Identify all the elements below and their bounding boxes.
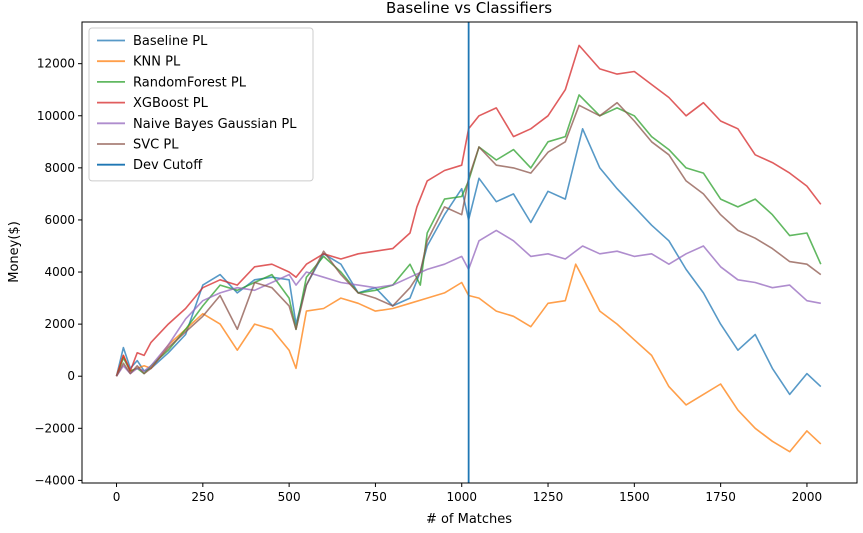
legend-box	[88, 27, 314, 182]
series-line-baseline-pl	[115, 128, 822, 396]
y-axis-title: Money($)	[7, 221, 22, 283]
series-line-xgboost-pl	[115, 44, 822, 377]
y-tick-label: 8000	[44, 161, 75, 175]
chart-title: Baseline vs Classifiers	[386, 0, 552, 17]
y-tick-label: −4000	[34, 473, 75, 487]
legend-label-dev-cutoff: Dev Cutoff	[133, 158, 203, 173]
y-tick-label: 0	[67, 369, 75, 383]
plot-frame	[81, 21, 858, 484]
y-axis-ticks: −4000 −2000 0 2000 4000 6000 8000 10000 12000	[34, 57, 82, 487]
y-tick-label: 12000	[37, 57, 75, 71]
x-tick-label: 1750	[705, 490, 736, 504]
legend-label-randomforest-pl: RandomForest PL	[133, 75, 247, 90]
x-tick-label: 1000	[446, 490, 477, 504]
x-tick-label: 750	[364, 490, 387, 504]
x-axis-title: # of Matches	[426, 512, 512, 527]
series-layer	[115, 44, 822, 453]
series-line-naive-bayes-gaussian-pl	[115, 229, 821, 377]
legend-label-svc-pl: SVC PL	[133, 138, 179, 153]
series-line-svc-pl	[115, 101, 822, 377]
y-tick-label: −2000	[34, 421, 75, 435]
legend-label-knn-pl: KNN PL	[133, 55, 181, 70]
y-tick-label: 2000	[44, 317, 75, 331]
y-tick-label: 6000	[44, 213, 75, 227]
x-tick-label: 1250	[533, 490, 564, 504]
legend-label-baseline-pl: Baseline PL	[133, 34, 208, 49]
y-tick-label: 10000	[37, 109, 75, 123]
x-tick-label: 250	[191, 490, 214, 504]
x-tick-label: 500	[278, 490, 301, 504]
x-axis-ticks: 0 250 500 750 1000 1250 1500 1750 2000	[113, 483, 823, 504]
x-tick-label: 2000	[792, 490, 823, 504]
series-line-randomforest-pl	[115, 94, 822, 377]
legend-label-xgboost-pl: XGBoost PL	[133, 96, 209, 111]
x-tick-label: 1500	[619, 490, 650, 504]
series-line-knn-pl	[115, 263, 822, 453]
x-tick-label: 0	[113, 490, 121, 504]
legend-label-naive-bayes-gaussian-pl: Naive Bayes Gaussian PL	[133, 117, 297, 132]
y-tick-label: 4000	[44, 265, 75, 279]
legend: Baseline PL KNN PL RandomForest PL XGBoost …	[88, 27, 314, 182]
